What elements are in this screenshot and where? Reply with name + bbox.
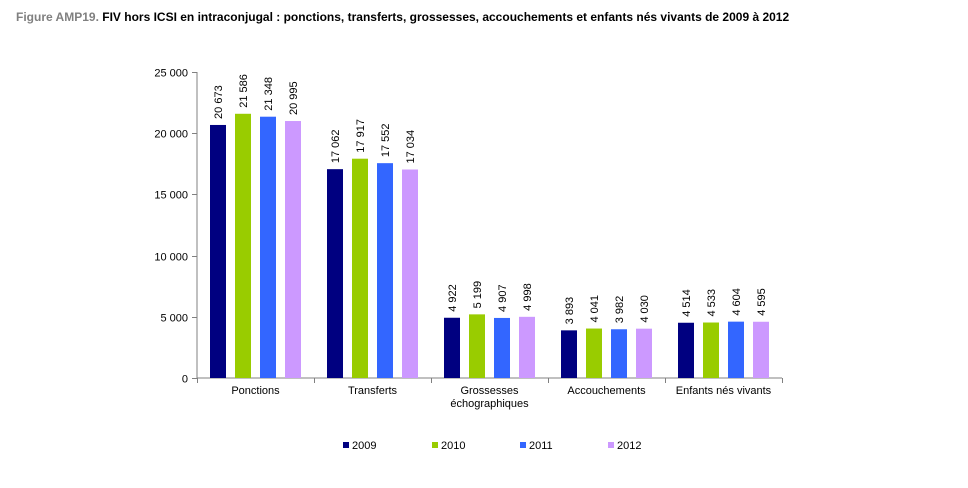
- data-label: 17 034: [405, 130, 417, 164]
- bar: [678, 322, 694, 378]
- data-label: 4 998: [522, 283, 534, 311]
- bar: [260, 116, 276, 379]
- category-label: Enfants nés vivants: [676, 385, 772, 397]
- legend-label: 2010: [441, 440, 465, 452]
- y-tick-label: 5 000: [160, 313, 188, 325]
- bar: [728, 321, 744, 378]
- bar: [352, 158, 368, 378]
- bar: [519, 316, 535, 378]
- data-label: 17 062: [330, 130, 342, 164]
- bar: [636, 328, 652, 378]
- figure-title: Figure AMP19. FIV hors ICSI en intraconj…: [16, 10, 789, 24]
- category-label: Accouchements: [567, 385, 646, 397]
- legend-label: 2009: [352, 440, 376, 452]
- data-label: 4 533: [706, 289, 718, 317]
- data-label: 20 995: [288, 81, 300, 115]
- bar: [235, 113, 251, 379]
- legend-swatch: [520, 442, 526, 448]
- bar: [611, 329, 627, 378]
- bar: [753, 321, 769, 378]
- bar: [703, 322, 719, 378]
- data-label: 4 604: [731, 288, 743, 316]
- data-label: 5 199: [472, 281, 484, 309]
- figure-number: Figure AMP19.: [16, 10, 99, 24]
- data-label: 21 348: [263, 77, 275, 111]
- legend-swatch: [432, 442, 438, 448]
- data-label: 4 514: [681, 289, 693, 317]
- category-label: Transferts: [348, 385, 398, 397]
- data-label: 4 595: [756, 288, 768, 316]
- category-label: Ponctions: [231, 385, 280, 397]
- data-label: 4 041: [589, 295, 601, 323]
- y-tick-label: 15 000: [154, 190, 188, 202]
- data-label: 17 917: [355, 119, 367, 153]
- data-label: 17 552: [380, 124, 392, 158]
- legend-swatch: [608, 442, 614, 448]
- legend-label: 2012: [617, 440, 641, 452]
- bar: [494, 317, 510, 378]
- data-label: 4 030: [639, 295, 651, 323]
- bar: [402, 169, 418, 378]
- data-label: 4 922: [447, 284, 459, 312]
- bar: [444, 317, 460, 378]
- y-tick-label: 20 000: [154, 129, 188, 141]
- bar: [327, 169, 343, 378]
- data-label: 4 907: [497, 284, 509, 312]
- data-label: 20 673: [213, 85, 225, 119]
- category-label: échographiques: [450, 398, 529, 410]
- data-label: 3 893: [564, 297, 576, 325]
- legend-label: 2011: [529, 440, 553, 452]
- y-tick-label: 10 000: [154, 252, 188, 264]
- y-tick-label: 0: [182, 374, 188, 386]
- bar: [377, 163, 393, 378]
- bar: [285, 121, 301, 378]
- legend-swatch: [343, 442, 349, 448]
- figure-caption: FIV hors ICSI en intraconjugal : ponctio…: [102, 10, 790, 24]
- category-label: Grossesses: [460, 385, 519, 397]
- bar: [210, 124, 226, 378]
- data-label: 3 982: [614, 296, 626, 324]
- bar: [561, 330, 577, 378]
- bar: [469, 314, 485, 378]
- bar: [586, 328, 602, 378]
- data-label: 21 586: [238, 74, 250, 108]
- y-tick-label: 25 000: [154, 68, 188, 80]
